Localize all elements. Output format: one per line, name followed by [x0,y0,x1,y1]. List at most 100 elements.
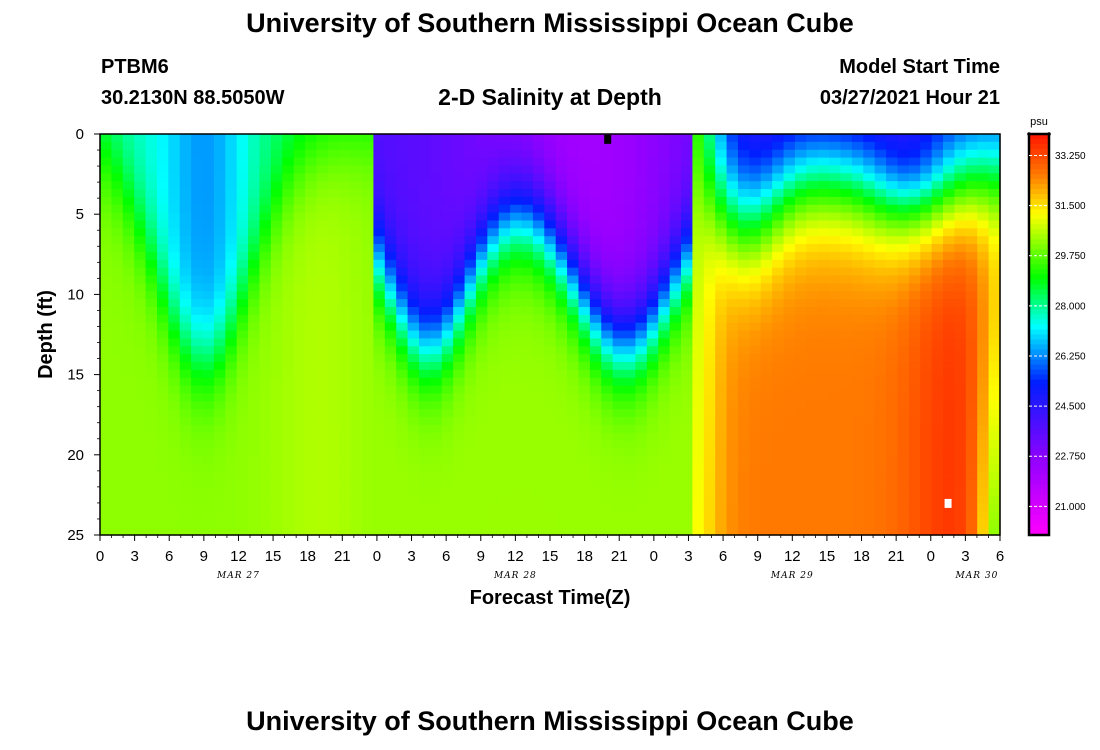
x-tick-label: 6 [996,548,1004,565]
heatmap-cell [931,385,944,395]
heatmap-cell [851,181,864,190]
heatmap-cell [646,495,659,505]
heatmap-cell [339,393,352,402]
heatmap-cell [646,456,659,465]
heatmap-cell [464,346,477,355]
heatmap-cell [134,495,147,505]
heatmap-cell [327,362,340,371]
heatmap-cell [430,259,443,269]
heatmap-cell [829,527,842,536]
heatmap-cell [111,181,124,190]
heatmap-cell [248,409,261,418]
heatmap-cell [897,220,910,229]
heatmap-cell [259,362,272,371]
heatmap-cell [772,519,785,528]
heatmap-cell [908,424,921,434]
heatmap-cell [715,527,728,536]
x-axis-label: Forecast Time(Z) [470,587,631,609]
heatmap-cell [931,141,944,151]
heatmap-cell [270,291,283,300]
heatmap-cell [373,291,386,300]
heatmap-cell [475,330,488,340]
heatmap-cell [874,519,887,528]
heatmap-cell [339,134,352,143]
heatmap-cell [806,495,819,505]
heatmap-cell [168,448,181,457]
heatmap-cell [646,424,659,434]
heatmap-cell [681,385,693,395]
heatmap-cell [236,212,249,222]
heatmap-cell [350,472,363,481]
heatmap-cell [681,424,693,434]
colorbar-segment [1029,399,1049,406]
heatmap-cell [373,306,386,316]
heatmap-cell [794,251,807,261]
heatmap-cell [817,244,830,253]
heatmap-cell [532,196,545,206]
heatmap-cell [259,220,272,229]
heatmap-cell [544,212,557,222]
heatmap-cell [293,322,306,332]
heatmap-cell [908,181,921,190]
heatmap-cell [715,330,728,340]
heatmap-cell [475,189,488,198]
heatmap-cell [908,511,921,520]
heatmap-cell [817,134,830,143]
heatmap-cell [510,299,523,308]
heatmap-cell [817,236,830,245]
heatmap-cell [567,432,580,442]
heatmap-cell [510,181,523,190]
heatmap-cell [498,149,511,159]
heatmap-cell [111,244,124,253]
heatmap-cell [430,141,443,151]
heatmap-cell [213,299,226,308]
heatmap-cell [908,314,921,324]
heatmap-cell [703,409,716,418]
heatmap-cell [202,244,215,253]
heatmap-cell [293,377,306,387]
heatmap-cell [475,291,488,300]
heatmap-cell [441,393,454,402]
heatmap-cell [544,527,557,536]
heatmap-cell [544,322,557,332]
heatmap-cell [145,299,158,308]
heatmap-cell [327,259,340,269]
heatmap-cell [965,220,978,229]
heatmap-cell [510,204,523,214]
heatmap-cell [920,385,933,395]
heatmap-cell [965,527,978,536]
heatmap-cell [453,362,466,371]
heatmap-cell [601,173,614,182]
heatmap-cell [236,165,249,174]
heatmap-cell [293,283,306,292]
heatmap-cell [601,479,614,489]
heatmap-cell [840,527,853,536]
heatmap-cell [327,236,340,245]
heatmap-cell [475,409,488,418]
heatmap-cell [829,267,842,277]
heatmap-cell [293,346,306,355]
heatmap-cell [965,173,978,182]
heatmap-cell [669,165,682,174]
heatmap-cell [851,173,864,182]
heatmap-cell [794,228,807,237]
heatmap-cell [578,448,591,457]
heatmap-cell [350,173,363,182]
colorbar-segment [1029,319,1049,326]
heatmap-cell [179,511,192,520]
heatmap-cell [601,212,614,222]
y-axis-label: Depth (ft) [35,290,57,379]
heatmap-cell [943,362,956,371]
heatmap-cell [806,157,819,167]
colorbar-segment [1029,329,1049,336]
heatmap-cell [191,440,204,450]
heatmap-cell [635,362,648,371]
heatmap-cell [965,189,978,198]
heatmap-cell [510,212,523,222]
heatmap-cell [111,511,124,520]
heatmap-cell [134,346,147,355]
heatmap-cell [874,448,887,457]
heatmap-cell [362,448,375,457]
heatmap-cell [259,495,272,505]
heatmap-cell [749,165,762,174]
